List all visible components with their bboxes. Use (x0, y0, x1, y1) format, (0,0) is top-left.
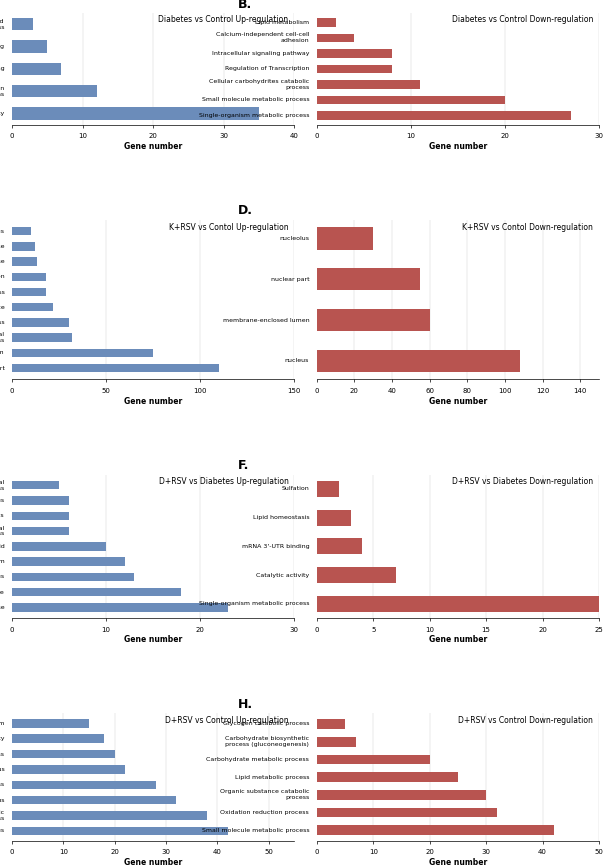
Bar (317, 65, 392, 73)
Bar (12, 719, 89, 727)
Bar (317, 567, 396, 583)
Bar (12, 318, 68, 327)
Bar (317, 34, 355, 42)
Bar (12, 542, 106, 551)
Bar (317, 349, 520, 372)
X-axis label: Gene number: Gene number (429, 142, 487, 151)
Bar (317, 95, 505, 104)
Bar (12, 827, 227, 835)
Text: K+RSV vs Contol Down-regulation: K+RSV vs Contol Down-regulation (462, 223, 594, 232)
Bar (12, 766, 125, 773)
Bar (317, 790, 486, 799)
Bar (12, 734, 105, 743)
Text: D.: D. (238, 204, 253, 217)
Bar (317, 825, 554, 835)
X-axis label: Gene number: Gene number (124, 142, 182, 151)
Bar (12, 588, 181, 596)
Bar (12, 62, 62, 75)
Bar (317, 596, 599, 612)
X-axis label: Gene number: Gene number (124, 396, 182, 406)
Bar (12, 527, 68, 535)
Bar (317, 737, 356, 746)
Bar (317, 808, 497, 818)
Bar (12, 573, 134, 581)
Bar (317, 481, 339, 497)
Bar (317, 49, 392, 57)
Bar (12, 364, 219, 372)
Bar (317, 510, 351, 525)
Bar (12, 796, 176, 805)
Bar (12, 85, 97, 97)
Bar (317, 719, 345, 729)
Text: F.: F. (238, 459, 249, 472)
Bar (12, 303, 53, 311)
Bar (12, 557, 125, 566)
Bar (12, 242, 34, 251)
Text: D+RSV vs Diabetes Up-regulation: D+RSV vs Diabetes Up-regulation (159, 478, 289, 486)
Text: B.: B. (238, 0, 252, 10)
Bar (317, 227, 373, 250)
Text: H.: H. (238, 698, 253, 711)
Bar (317, 111, 571, 120)
Bar (12, 603, 229, 612)
Bar (317, 80, 420, 88)
Bar (12, 18, 33, 30)
Bar (317, 309, 430, 331)
X-axis label: Gene number: Gene number (124, 636, 182, 644)
Bar (12, 750, 115, 759)
Text: D+RSV vs Control Down-regulation: D+RSV vs Control Down-regulation (459, 716, 594, 725)
Bar (12, 257, 36, 266)
X-axis label: Gene number: Gene number (124, 858, 182, 867)
Bar (12, 812, 207, 820)
Bar (12, 349, 153, 357)
X-axis label: Gene number: Gene number (429, 636, 487, 644)
Bar (12, 108, 259, 120)
Bar (12, 334, 72, 342)
Bar (12, 496, 68, 505)
Bar (12, 272, 46, 281)
Text: K+RSV vs Contol Up-regulation: K+RSV vs Contol Up-regulation (169, 223, 289, 232)
Text: D+RSV vs Control Up-regulation: D+RSV vs Control Up-regulation (165, 716, 289, 725)
Bar (317, 18, 336, 27)
Bar (317, 772, 458, 782)
Bar (12, 227, 31, 236)
Bar (12, 481, 59, 490)
Bar (12, 288, 46, 297)
Bar (317, 538, 362, 554)
Bar (317, 754, 430, 764)
Bar (317, 268, 420, 290)
X-axis label: Gene number: Gene number (429, 396, 487, 406)
Text: Diabetes vs Control Down-regulation: Diabetes vs Control Down-regulation (452, 16, 594, 24)
Text: D+RSV vs Diabetes Down-regulation: D+RSV vs Diabetes Down-regulation (452, 478, 594, 486)
Bar (12, 512, 68, 520)
X-axis label: Gene number: Gene number (429, 858, 487, 867)
Bar (12, 780, 155, 789)
Text: Diabetes vs Control Up-regulation: Diabetes vs Control Up-regulation (159, 16, 289, 24)
Bar (12, 41, 47, 53)
